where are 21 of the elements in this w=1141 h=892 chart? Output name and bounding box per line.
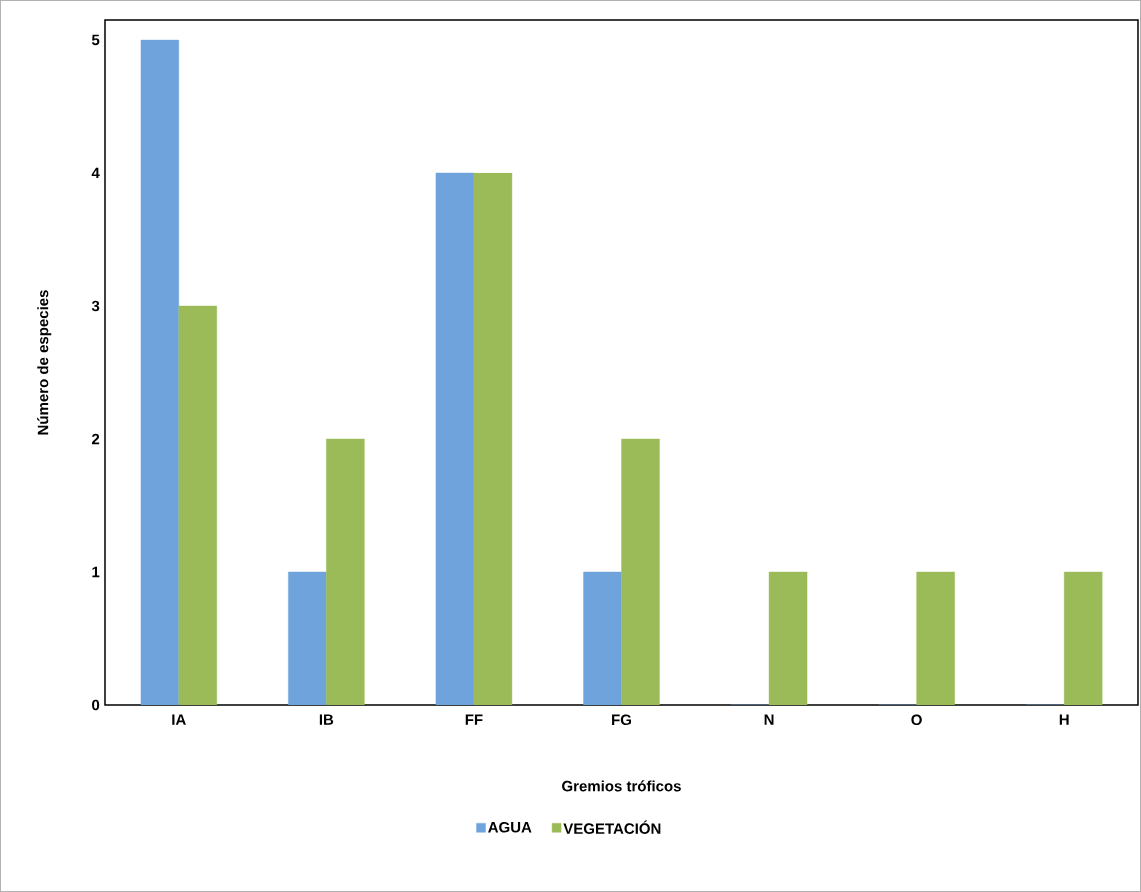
y-tick-label: 0 (92, 699, 100, 711)
bar (583, 571, 622, 705)
x-tick-label: IA (172, 714, 186, 725)
x-tick-label: H (1059, 714, 1069, 725)
bar (140, 39, 179, 705)
bar (288, 571, 327, 705)
x-tick-label: FF (465, 714, 483, 725)
x-axis-title: Gremios tróficos (562, 780, 681, 792)
legend-label: VEGETACIÓN (563, 820, 661, 834)
y-tick-label: 4 (91, 167, 100, 179)
x-tick-label: O (911, 714, 922, 726)
y-tick-label: 3 (91, 300, 100, 312)
y-axis-title: Número de especies (37, 290, 52, 435)
y-tick-label: 1 (92, 566, 100, 578)
x-tick-label: FG (612, 714, 631, 726)
x-tick-label: N (764, 714, 774, 725)
legend-label: AGUA (488, 821, 532, 833)
bar (435, 172, 475, 705)
x-tick-label: IB (319, 714, 334, 725)
y-tick-label: 5 (91, 34, 100, 46)
y-tick-label: 2 (91, 433, 100, 445)
